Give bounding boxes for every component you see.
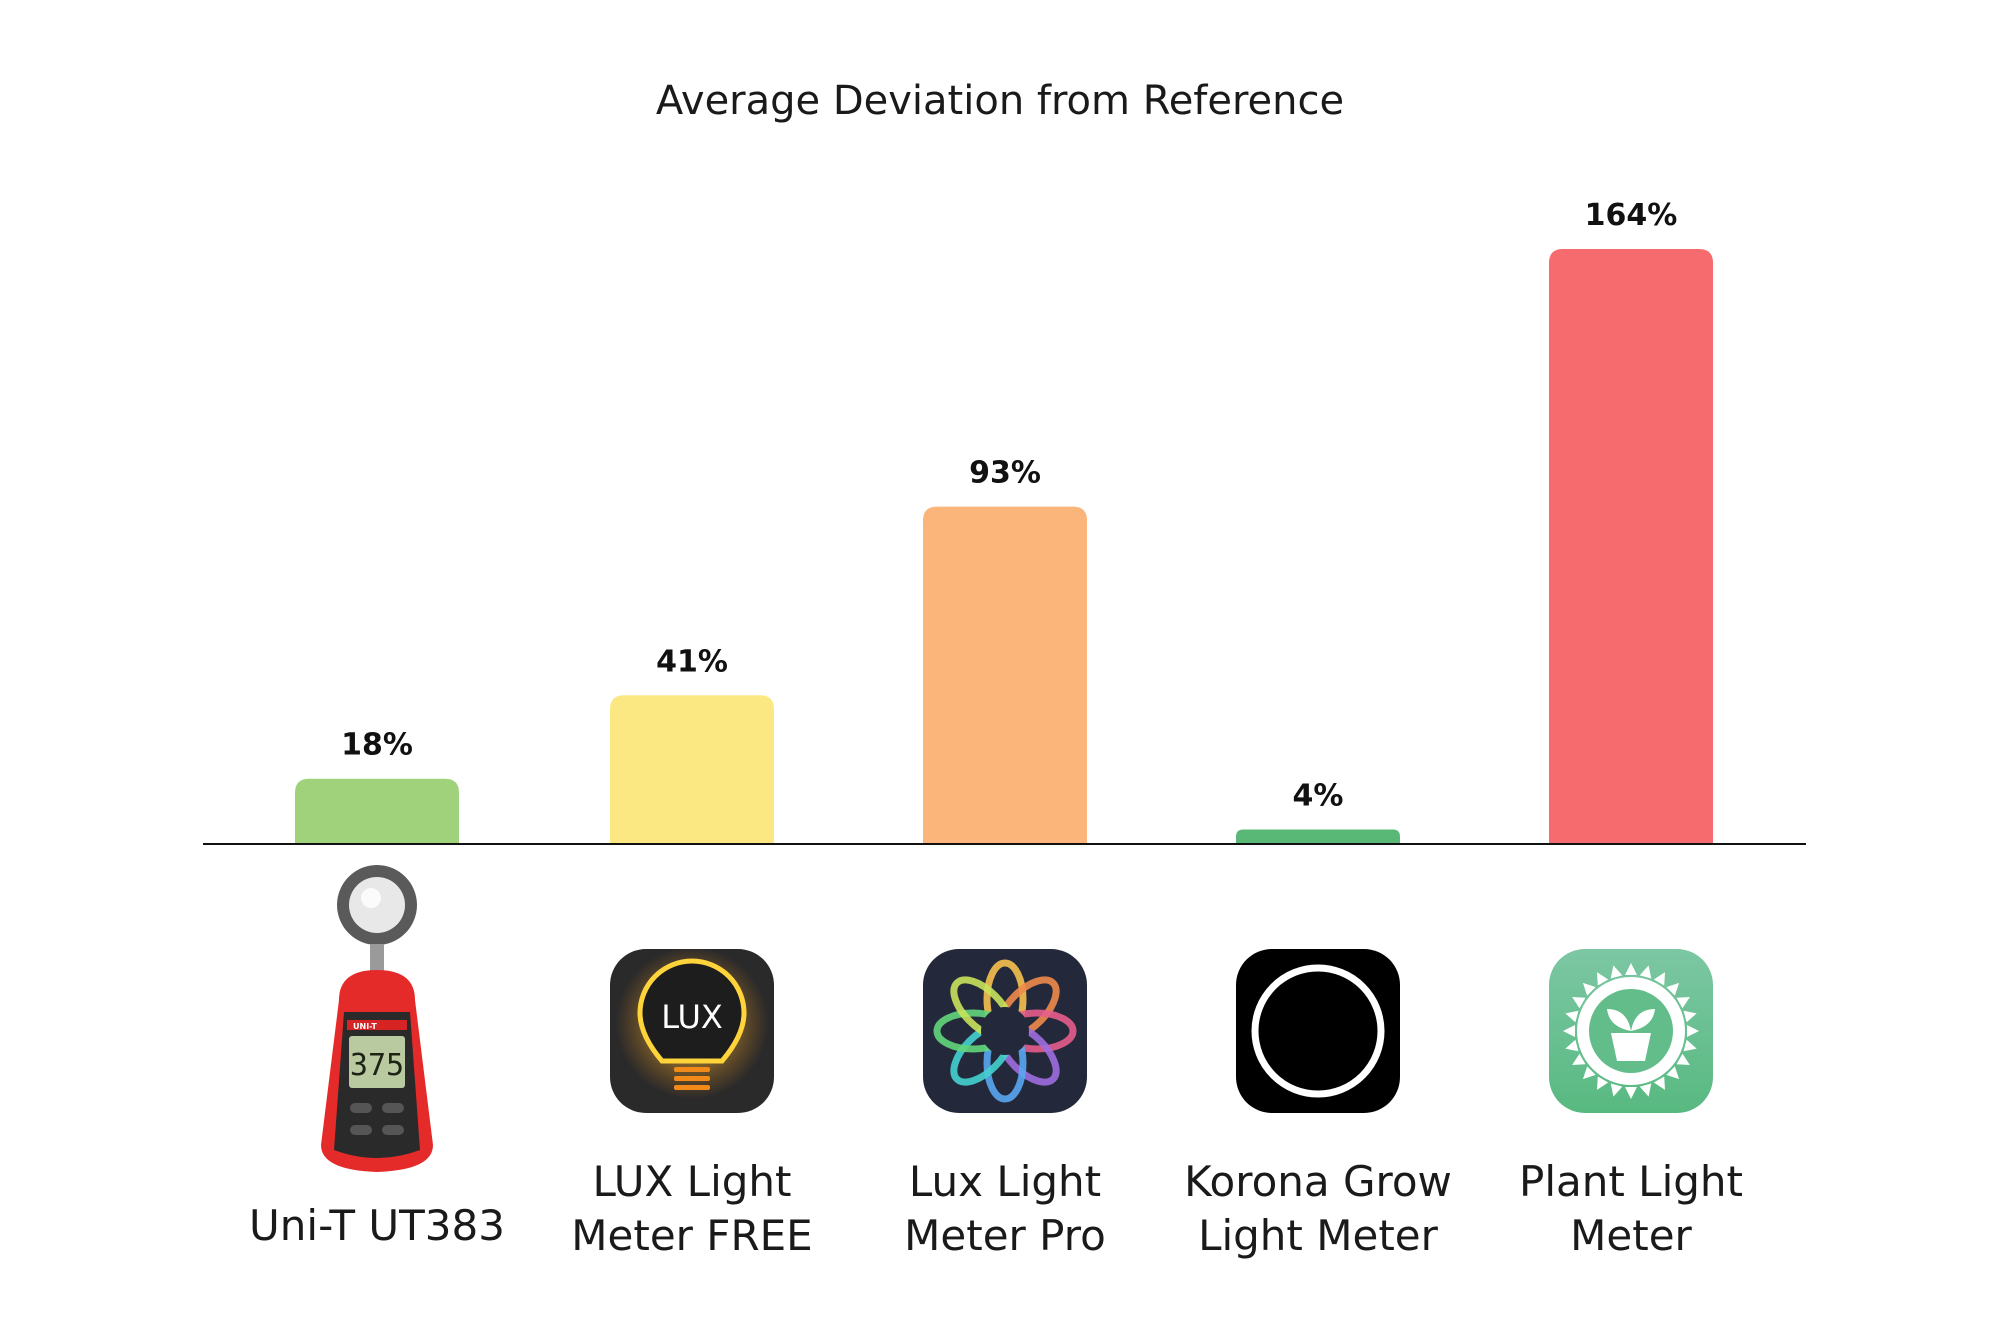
lux-icon-text: LUX bbox=[661, 998, 723, 1036]
bars-group bbox=[295, 249, 1713, 844]
lux-pro-flower-app-icon bbox=[923, 949, 1087, 1113]
value-label-2: 41% bbox=[656, 644, 728, 679]
category-label-1: Uni-T UT383 bbox=[249, 1201, 505, 1250]
korona-ring-app-icon bbox=[1236, 949, 1400, 1113]
chart-title: Average Deviation from Reference bbox=[656, 78, 1344, 124]
category-label-2-line-1: LUX Light bbox=[593, 1157, 792, 1206]
category-label-4-line-1: Korona Grow bbox=[1184, 1157, 1452, 1206]
bar-2 bbox=[610, 695, 774, 844]
category-label-5-line-2: Meter bbox=[1570, 1211, 1692, 1260]
uni-t-light-meter-device-icon: UNI-T 375 bbox=[321, 865, 433, 1172]
value-label-3: 93% bbox=[969, 456, 1041, 491]
category-label-5-line-1: Plant Light bbox=[1519, 1157, 1743, 1206]
value-labels-group: 18% 41% 93% 4% 164% bbox=[341, 198, 1677, 813]
plant-sun-app-icon bbox=[1549, 949, 1713, 1113]
bar-5 bbox=[1549, 249, 1713, 844]
category-label-2-line-2: Meter FREE bbox=[571, 1211, 812, 1260]
value-label-1: 18% bbox=[341, 728, 413, 763]
device-brand-text: UNI-T bbox=[353, 1022, 377, 1031]
lux-bulb-app-icon: LUX bbox=[610, 947, 774, 1113]
bar-4 bbox=[1236, 829, 1400, 844]
device-display-reading: 375 bbox=[350, 1048, 404, 1083]
category-icons-group: UNI-T 375 LUX bbox=[321, 865, 1713, 1172]
category-labels-group: Uni-T UT383 LUX Light Meter FREE Lux Light M… bbox=[249, 1157, 1743, 1260]
value-label-4: 4% bbox=[1293, 778, 1344, 813]
category-label-3-line-2: Meter Pro bbox=[904, 1211, 1106, 1260]
value-label-5: 164% bbox=[1585, 198, 1678, 233]
category-label-4-line-2: Light Meter bbox=[1198, 1211, 1439, 1260]
bar-1 bbox=[295, 778, 459, 844]
category-label-3-line-1: Lux Light bbox=[909, 1157, 1101, 1206]
bar-3 bbox=[923, 506, 1087, 844]
